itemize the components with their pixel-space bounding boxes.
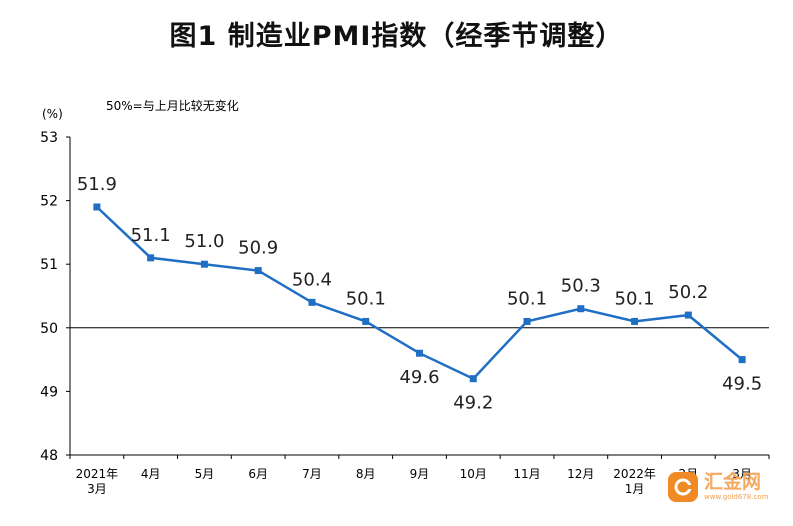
data-point: [147, 254, 155, 262]
data-point: [254, 267, 262, 275]
data-label: 50.1: [507, 288, 547, 309]
x-tick-label: 6月: [248, 467, 268, 481]
data-label: 49.2: [453, 393, 493, 414]
y-tick-label: 48: [40, 448, 58, 464]
data-point: [416, 349, 423, 357]
data-label: 49.6: [399, 367, 439, 388]
y-tick-label: 49: [40, 384, 58, 400]
data-point: [577, 305, 585, 313]
data-label: 50.2: [668, 282, 708, 303]
watermark-url: www.gold678.com: [704, 493, 769, 501]
x-tick-label: 3月: [87, 482, 107, 496]
data-point: [631, 317, 639, 325]
x-tick-label: 7月: [302, 467, 322, 481]
x-tick-label: 1月: [625, 482, 645, 496]
data-point: [200, 260, 208, 268]
x-tick-label: 11月: [513, 467, 540, 481]
watermark: 汇金网 www.gold678.com: [668, 470, 786, 504]
data-point: [308, 298, 316, 306]
x-tick-label: 2022年: [613, 467, 656, 481]
data-label: 50.1: [615, 288, 655, 309]
data-label: 50.4: [292, 269, 332, 290]
y-tick-label: 53: [40, 130, 58, 146]
x-tick-label: 8月: [356, 467, 376, 481]
data-point: [738, 356, 746, 364]
data-label: 49.5: [722, 374, 762, 395]
data-label: 51.1: [131, 225, 171, 246]
data-point: [684, 311, 692, 319]
data-point: [469, 375, 477, 383]
x-tick-label: 3月: [732, 467, 752, 481]
y-unit-label: (%): [42, 107, 63, 121]
chart-title: 图1 制造业PMI指数（经季节调整）: [169, 21, 624, 52]
data-label: 51.0: [184, 231, 224, 252]
data-point: [362, 317, 370, 325]
x-tick-label: 5月: [195, 467, 215, 481]
watermark-name: 汇金网: [704, 471, 762, 493]
y-tick-label: 52: [40, 194, 58, 210]
data-label: 51.9: [77, 174, 117, 195]
x-tick-label: 4月: [141, 467, 161, 481]
x-tick-label: 10月: [460, 467, 487, 481]
data-point: [523, 317, 531, 325]
x-tick-label: 9月: [410, 467, 430, 481]
chart-note: 50%=与上月比较无变化: [106, 98, 239, 113]
data-label: 50.9: [238, 238, 278, 259]
y-tick-label: 50: [40, 321, 58, 337]
y-tick-label: 51: [40, 257, 58, 273]
data-label: 50.3: [561, 276, 601, 297]
data-label: 50.1: [346, 288, 386, 309]
x-tick-label: 2021年: [76, 467, 119, 481]
watermark-logo-icon: [668, 472, 698, 502]
x-tick-label: 12月: [567, 467, 594, 481]
data-point: [93, 203, 101, 211]
